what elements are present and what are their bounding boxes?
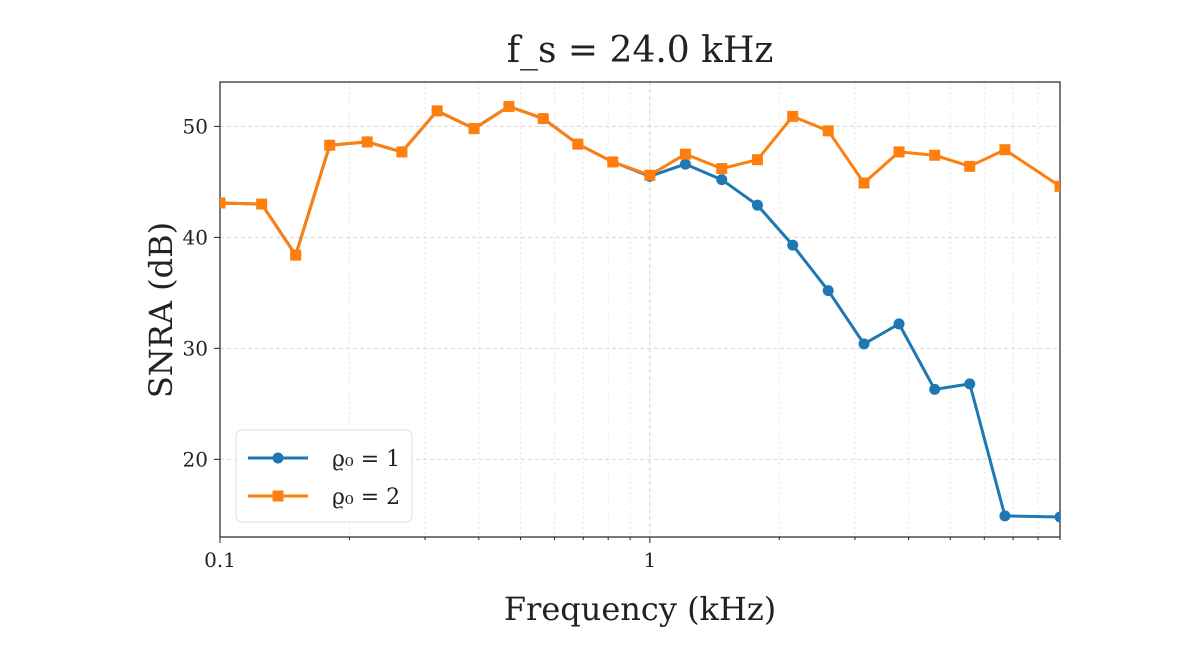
series-1-point: [893, 318, 905, 330]
series-1-point: [929, 383, 941, 395]
x-tick-label: 0.1: [204, 548, 236, 572]
legend-label-1: ϱ₀ = 1: [332, 447, 400, 472]
series-2-point: [716, 163, 728, 175]
y-tick-label: 30: [183, 336, 208, 360]
series-2-point: [964, 160, 976, 172]
series-line-2: [220, 104, 1060, 257]
series-2-point: [1054, 180, 1060, 192]
series-group: [220, 100, 1060, 523]
series-1-point: [964, 378, 976, 390]
x-axis-label: Frequency (kHz): [504, 590, 776, 628]
series-2-point: [256, 198, 268, 210]
series-2-point: [468, 123, 480, 135]
series-2-point: [644, 169, 656, 181]
series-2-point: [751, 154, 763, 166]
series-2-point: [893, 146, 905, 158]
series-2-point: [324, 139, 336, 151]
series-1-point: [751, 199, 763, 211]
y-axis-label: SNRA (dB): [142, 222, 180, 398]
legend: ϱ₀ = 1 ϱ₀ = 2: [235, 429, 413, 523]
y-tick-label: 20: [183, 447, 208, 471]
series-2-point: [290, 249, 302, 261]
legend-marker-2: [272, 490, 284, 502]
series-1-point: [822, 285, 834, 297]
series-2-point: [431, 105, 443, 117]
legend-label-2: ϱ₀ = 2: [332, 485, 400, 510]
series-2-point: [572, 138, 584, 150]
series-2-point: [679, 148, 691, 160]
series-2-point: [503, 100, 515, 112]
legend-marker-1: [272, 452, 284, 464]
series-1-point: [1054, 511, 1060, 523]
series-2-point: [787, 110, 799, 122]
chart-title: f_s = 24.0 kHz: [507, 30, 774, 71]
series-2-point: [929, 149, 941, 161]
series-2-point: [999, 144, 1011, 156]
series-2-point: [220, 197, 226, 209]
series-2-point: [858, 177, 870, 189]
y-tick-label: 50: [183, 114, 208, 138]
plot-frame: [219, 81, 1061, 538]
axis-ticks: 20 30 40 50 0.1 1: [183, 114, 1061, 572]
series-clip: [220, 100, 1060, 523]
series-2-point: [607, 156, 619, 168]
series-1-point: [716, 174, 728, 186]
series-2-point: [361, 136, 373, 148]
y-tick-label: 40: [183, 225, 208, 249]
series-1-point: [787, 239, 799, 251]
x-tick-label: 1: [643, 548, 656, 572]
series-2-point: [537, 113, 549, 125]
series-1-point: [679, 158, 691, 170]
series-2-point: [396, 146, 408, 158]
series-1-point: [858, 338, 870, 350]
series-1-point: [999, 510, 1011, 522]
series-2-point: [822, 125, 834, 137]
